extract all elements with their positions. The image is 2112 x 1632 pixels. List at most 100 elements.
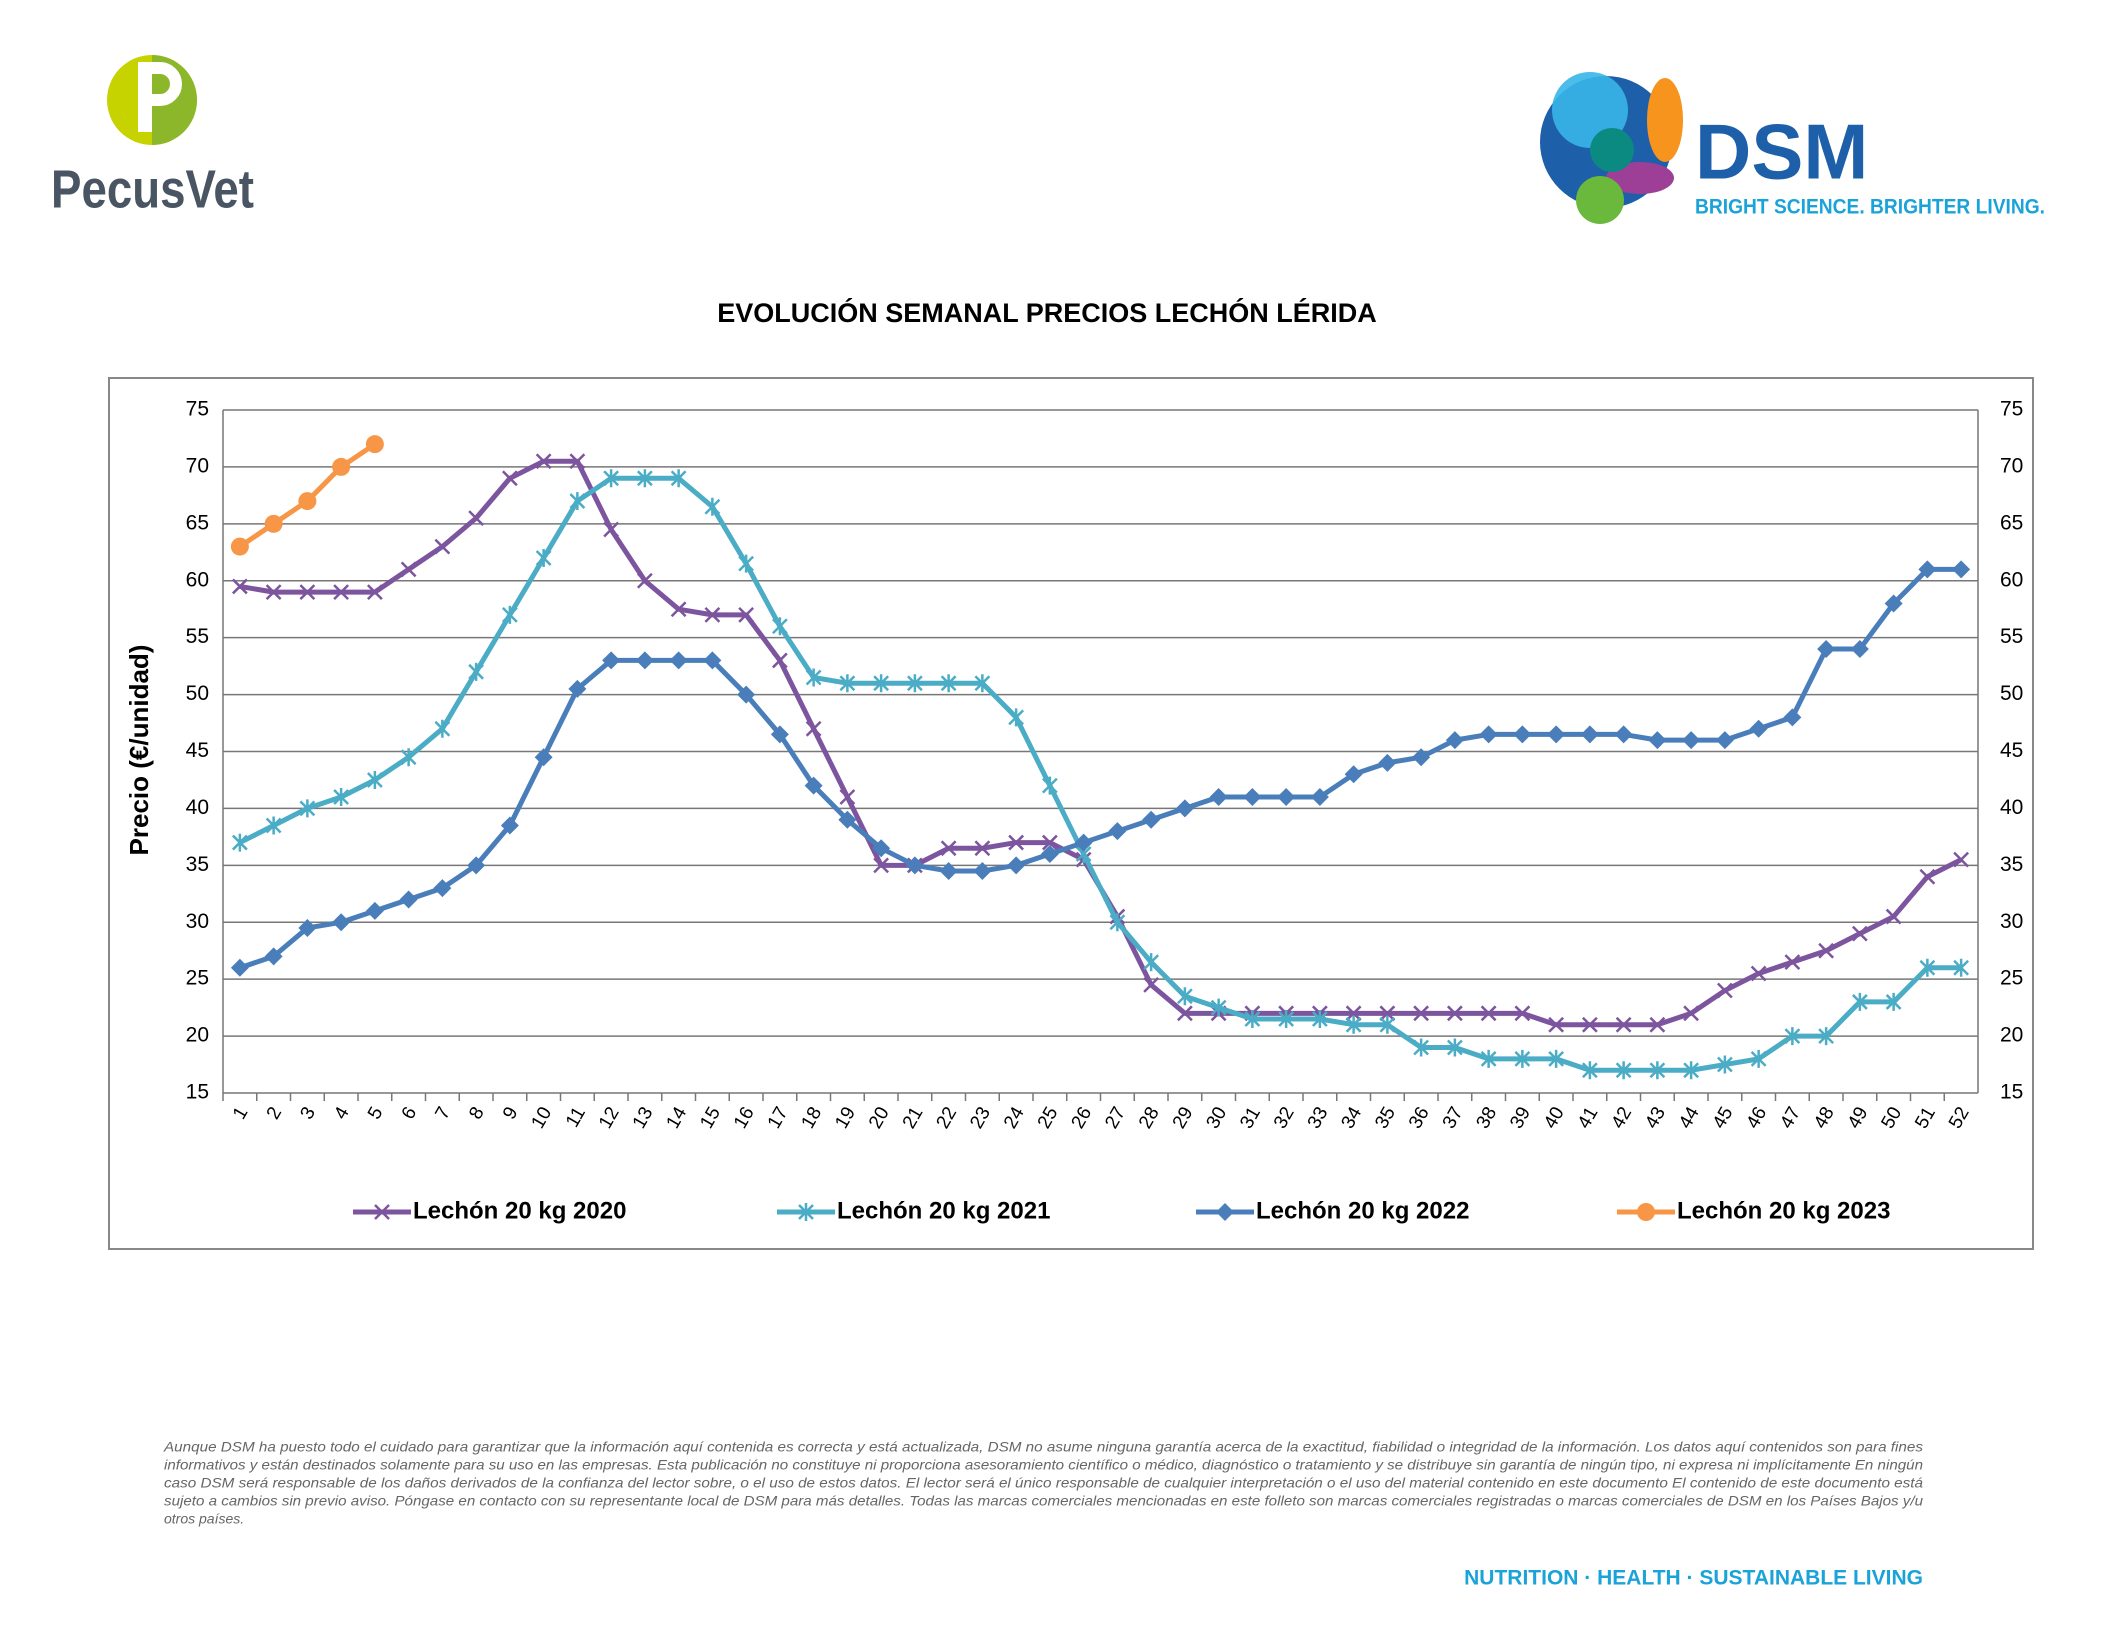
marker <box>738 554 755 573</box>
marker <box>1074 833 1093 852</box>
x-tick-label: 26 <box>1068 1104 1097 1133</box>
marker <box>1514 1049 1531 1068</box>
marker <box>737 685 756 704</box>
x-tick-label: 45 <box>1709 1104 1738 1133</box>
marker <box>569 492 586 511</box>
disclaimer-line: informativos y están destinados solament… <box>164 1457 1923 1473</box>
marker <box>603 521 620 538</box>
marker <box>1783 708 1802 727</box>
marker <box>400 748 417 767</box>
marker <box>805 720 822 737</box>
x-tick-label: 3 <box>297 1104 320 1124</box>
marker <box>264 947 283 966</box>
marker <box>333 584 350 601</box>
marker <box>1379 1005 1396 1022</box>
series-line <box>238 475 1962 1073</box>
marker <box>1143 953 1160 972</box>
marker <box>1210 998 1227 1017</box>
marker <box>1581 1061 1598 1080</box>
marker <box>1310 788 1329 807</box>
x-tick-label: 36 <box>1405 1104 1434 1133</box>
marker <box>535 453 552 470</box>
y-tick-label: 70 <box>186 454 209 477</box>
legend-label: Lechón 20 kg 2020 <box>413 1197 626 1224</box>
marker <box>1513 725 1532 744</box>
marker <box>1581 1016 1598 1033</box>
marker <box>1953 958 1970 977</box>
marker <box>1379 1015 1396 1034</box>
marker <box>798 1203 814 1221</box>
swirl <box>1590 128 1634 172</box>
x-tick-label: 24 <box>1000 1103 1029 1132</box>
x-tick-label: 33 <box>1304 1104 1333 1133</box>
marker <box>839 789 856 805</box>
marker <box>434 719 451 738</box>
x-tick-label: 22 <box>933 1104 962 1133</box>
x-tick-label: 18 <box>798 1104 827 1133</box>
marker <box>1750 1049 1767 1068</box>
x-tick-label: 6 <box>398 1104 421 1124</box>
marker <box>1413 1038 1430 1057</box>
marker <box>1244 1010 1261 1029</box>
marker <box>365 901 384 920</box>
y-tick-label: 30 <box>186 910 209 933</box>
y2-tick-label: 55 <box>2000 625 2023 648</box>
marker <box>1479 725 1498 744</box>
logo-text: PecusVet <box>51 159 254 219</box>
marker <box>770 725 789 744</box>
pecusvet-logo: PecusVet <box>51 55 254 219</box>
marker <box>299 799 316 818</box>
logo-text: DSM <box>1695 108 1868 196</box>
x-tick-label: 27 <box>1101 1104 1130 1133</box>
marker <box>974 674 991 693</box>
y2-tick-label: 70 <box>2000 454 2023 477</box>
marker <box>940 840 957 857</box>
x-tick-label: 39 <box>1506 1104 1535 1133</box>
marker <box>534 748 553 767</box>
marker <box>1446 1005 1463 1022</box>
marker <box>805 668 822 687</box>
marker <box>1750 965 1767 982</box>
marker <box>1683 1061 1700 1080</box>
marker <box>939 862 958 881</box>
marker <box>468 510 485 527</box>
marker <box>535 548 552 567</box>
marker <box>704 497 721 516</box>
marker <box>973 862 992 881</box>
marker <box>872 839 891 858</box>
y2-tick-label: 60 <box>2000 568 2023 591</box>
marker <box>1817 640 1836 659</box>
x-tick-label: 47 <box>1776 1104 1805 1133</box>
marker <box>636 572 653 589</box>
marker <box>1345 1015 1362 1034</box>
marker <box>1109 913 1126 932</box>
marker <box>1548 1016 1565 1033</box>
x-tick-label: 50 <box>1878 1104 1907 1133</box>
marker <box>1580 725 1599 744</box>
marker <box>1378 753 1397 772</box>
x-tick-label: 5 <box>364 1104 387 1124</box>
marker <box>1784 954 1801 970</box>
x-tick-label: 1 <box>229 1104 252 1124</box>
y-tick-label: 20 <box>186 1024 209 1047</box>
legend-label: Lechón 20 kg 2022 <box>1256 1197 1469 1224</box>
y-tick-label: 25 <box>186 967 209 990</box>
marker <box>602 651 621 670</box>
marker <box>1480 1049 1497 1068</box>
x-tick-label: 10 <box>528 1104 557 1133</box>
marker <box>467 856 486 875</box>
marker <box>839 674 856 693</box>
swirl <box>1576 176 1624 224</box>
marker <box>231 578 248 595</box>
x-tick-label: 11 <box>562 1104 590 1132</box>
y2-tick-label: 75 <box>2000 398 2023 421</box>
x-tick-label: 20 <box>865 1104 894 1133</box>
marker <box>771 652 788 669</box>
marker <box>1175 799 1194 818</box>
marker <box>1648 731 1667 750</box>
marker <box>374 1204 390 1220</box>
marker <box>1277 788 1296 807</box>
marker <box>1412 748 1431 767</box>
marker <box>1649 1061 1666 1080</box>
